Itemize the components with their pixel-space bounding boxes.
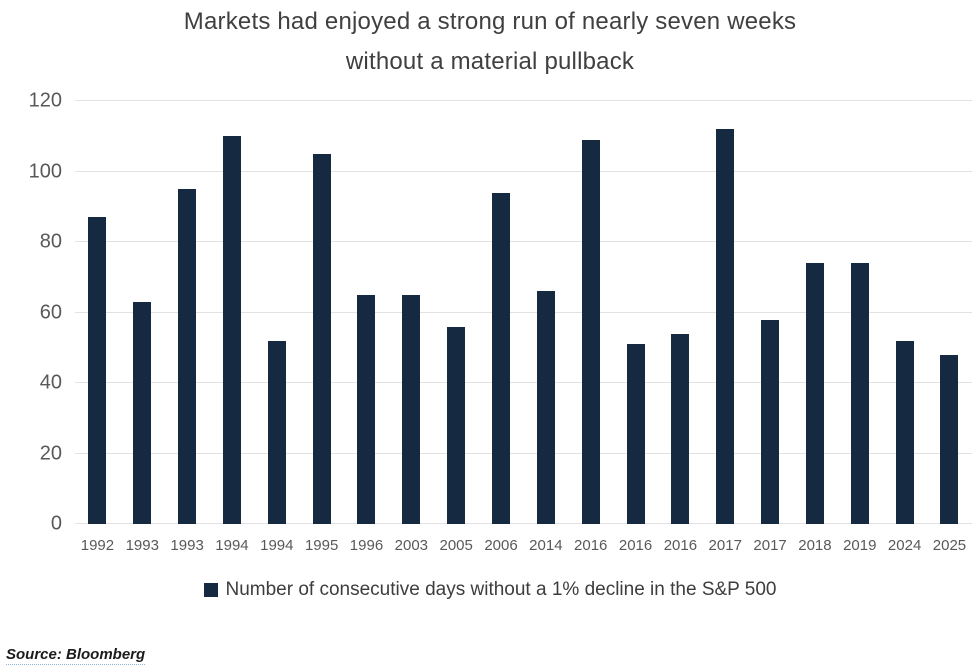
bar [895, 340, 914, 524]
source-note: Source: Bloomberg [6, 646, 146, 665]
bar-column: 2019 [837, 101, 882, 554]
gridline [75, 170, 972, 172]
legend: Number of consecutive days without a 1% … [0, 579, 980, 601]
y-tick-label: 100 [28, 160, 62, 182]
x-tick-label: 2016 [574, 537, 608, 554]
x-tick-label: 2017 [753, 537, 787, 554]
x-tick-label: 2003 [394, 537, 429, 554]
bar-column: 2016 [658, 101, 703, 554]
x-tick-label: 2024 [887, 537, 922, 554]
gridline [75, 100, 972, 101]
x-tick-label: 1994 [260, 537, 294, 554]
bar-column: 2017 [703, 101, 748, 554]
x-tick-label: 2006 [484, 537, 518, 554]
bar-column: 1992 [75, 101, 120, 554]
gridline [75, 452, 972, 454]
x-tick-label: 1994 [215, 537, 249, 554]
y-tick-label: 20 [39, 442, 62, 465]
x-tick-label: 1996 [349, 537, 384, 554]
chart-title-line-1: Markets had enjoyed a strong run of near… [183, 8, 797, 35]
bar [805, 263, 824, 524]
gridline [75, 382, 972, 384]
legend-swatch-icon [203, 583, 218, 597]
y-tick-label: 60 [39, 301, 62, 323]
x-tick-label: 2019 [843, 537, 877, 554]
bar-column: 1993 [120, 101, 165, 554]
x-tick-label: 1993 [125, 537, 159, 554]
y-axis: 0 20 40 60 80 100 120 [0, 90, 62, 535]
x-tick-label: 2017 [708, 537, 742, 554]
bar-column: 2014 [523, 101, 568, 554]
bar [850, 263, 869, 524]
bar-column: 1993 [165, 101, 210, 554]
bar-column: 2016 [613, 101, 658, 554]
bar [536, 291, 555, 524]
x-tick-label: 2018 [798, 537, 832, 554]
bar-column: 1995 [299, 101, 344, 554]
bar-column: 2005 [434, 101, 479, 554]
bar [402, 294, 421, 524]
bar-column: 2017 [748, 101, 793, 554]
bar [267, 340, 286, 524]
gridline [75, 523, 972, 524]
y-tick-label: 0 [50, 512, 62, 535]
bar [671, 333, 690, 524]
x-tick-label: 2016 [618, 537, 653, 554]
bar [178, 189, 197, 524]
bar [940, 354, 959, 524]
plot-area: 1992 1993 1993 1994 1994 1995 1996 2003 2005 2006… [75, 100, 972, 554]
bar-column: 2025 [927, 101, 972, 554]
x-tick-label: 2005 [439, 537, 473, 554]
gridlines [75, 100, 972, 524]
bar-column: 2018 [793, 101, 838, 554]
bar [581, 139, 600, 524]
x-tick-label: 2014 [529, 537, 563, 554]
bar [761, 319, 780, 524]
bars: 1992 1993 1993 1994 1994 1995 1996 2003 2005 2006… [75, 101, 972, 554]
bar [447, 326, 466, 524]
x-tick-label: 1992 [80, 537, 115, 554]
bar-column: 1994 [254, 101, 299, 554]
bar-column: 2016 [568, 101, 613, 554]
bar [716, 129, 735, 524]
bar [312, 153, 331, 524]
bar [626, 344, 645, 524]
gridline [75, 311, 972, 313]
bar-column: 2024 [882, 101, 927, 554]
bar-column: 1994 [210, 101, 255, 554]
y-tick-label: 120 [28, 89, 62, 112]
bar [222, 136, 241, 524]
bar [492, 192, 511, 524]
x-tick-label: 1995 [304, 537, 339, 554]
bar-column: 2003 [389, 101, 434, 554]
bar-column: 2006 [479, 101, 524, 554]
x-tick-label: 2025 [932, 537, 967, 554]
y-tick-label: 40 [39, 371, 62, 394]
bar [357, 294, 376, 524]
x-tick-label: 1993 [170, 537, 204, 554]
x-tick-label: 2016 [663, 537, 698, 554]
bar [88, 217, 107, 524]
gridline [75, 241, 972, 243]
legend-label: Number of consecutive days without a 1% … [225, 579, 777, 600]
chart-title-line-2: without a material pullback [345, 48, 635, 75]
chart-title: Markets had enjoyed a strong run of near… [0, 2, 980, 82]
bar [133, 301, 152, 524]
y-tick-label: 80 [39, 230, 62, 253]
bar-column: 1996 [344, 101, 389, 554]
